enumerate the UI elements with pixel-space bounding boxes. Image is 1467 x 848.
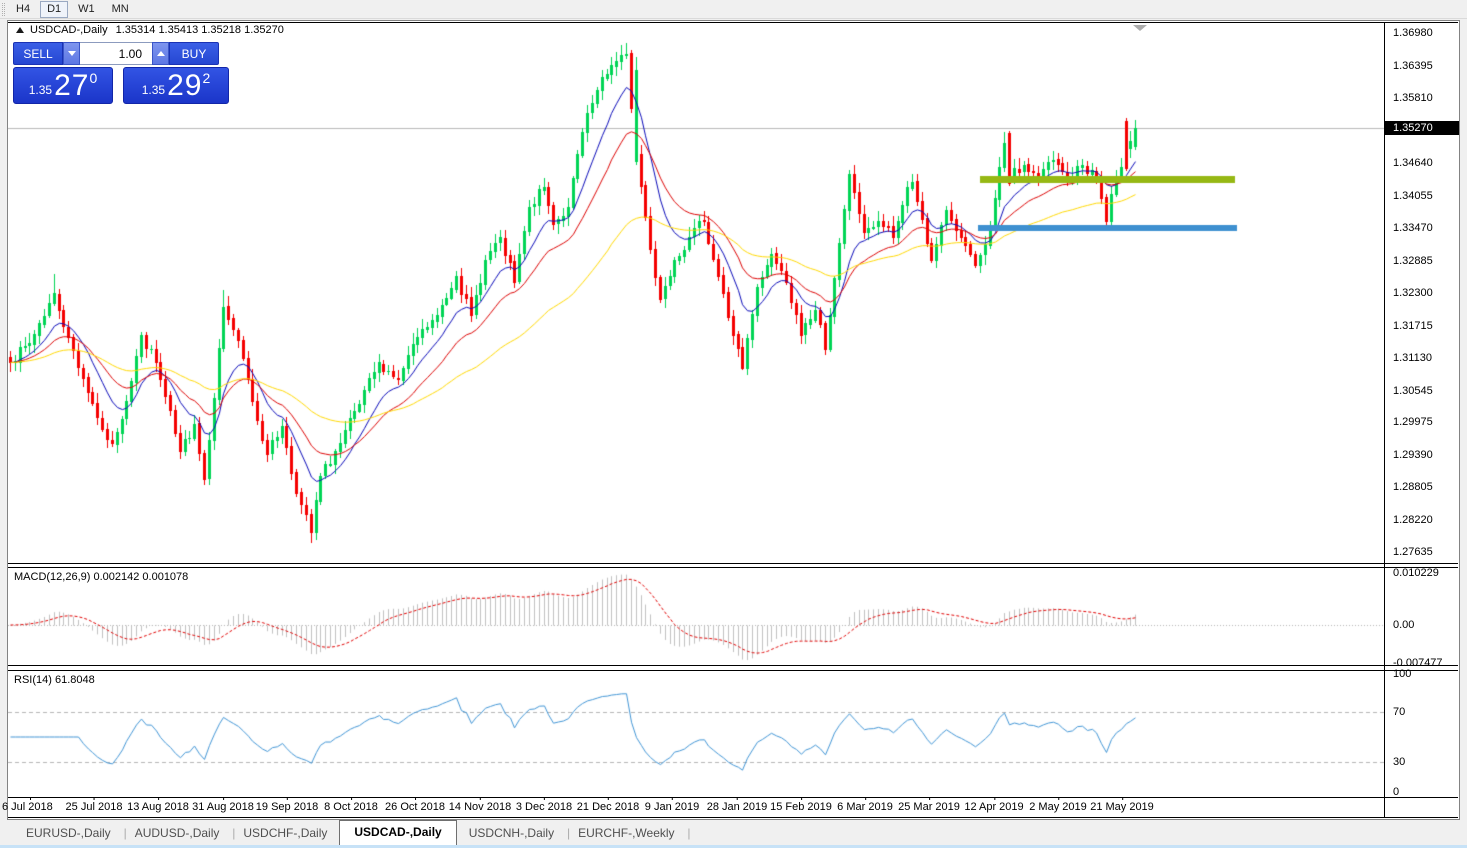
- toolbar-grip[interactable]: [2, 2, 5, 16]
- rsi-axis-label: 100: [1393, 668, 1457, 680]
- price-axis-label: 1.28805: [1393, 481, 1457, 493]
- price-axis-label: 1.31130: [1393, 352, 1457, 364]
- price-axis-label: 1.31715: [1393, 320, 1457, 332]
- rsi-axis-label: 70: [1393, 706, 1457, 718]
- price-axis-label: 1.33470: [1393, 222, 1457, 234]
- tab-usdcad-daily[interactable]: USDCAD-,Daily: [339, 820, 457, 845]
- collapse-trade-panel-icon[interactable]: [16, 27, 24, 33]
- sell-button[interactable]: SELL: [13, 42, 63, 65]
- tab-usdcnh-daily[interactable]: USDCNH-,Daily: [457, 822, 571, 845]
- chart-tab-bar: EURUSD-,Daily AUDUSD-,Daily USDCHF-,Dail…: [0, 820, 1467, 845]
- time-axis-label: 26 Oct 2018: [385, 797, 445, 813]
- sell-price-point: 0: [89, 70, 98, 86]
- buy-price-point: 2: [202, 70, 211, 86]
- sell-price-pips: 27: [54, 69, 90, 102]
- price-chart-canvas[interactable]: [8, 23, 1384, 563]
- time-axis-label: 6 Jul 2018: [2, 797, 53, 813]
- rsi-pane-bottom-frame: [8, 797, 1458, 798]
- time-axis-label: 2 May 2019: [1029, 797, 1087, 813]
- time-axis-label: 14 Nov 2018: [448, 797, 512, 813]
- macd-axis-label: 0.00: [1393, 619, 1457, 631]
- timeframe-toolbar: H4 D1 W1 MN: [0, 0, 1467, 19]
- time-axis-label: 28 Jan 2019: [706, 797, 768, 813]
- time-axis-label: 6 Mar 2019: [837, 797, 893, 813]
- macd-label: MACD(12,26,9) 0.002142 0.001078: [14, 571, 189, 583]
- time-axis-label: 25 Jul 2018: [65, 797, 123, 813]
- one-click-trade-panel: SELL BUY 1.35 27 0 1.35 29 2: [13, 42, 229, 104]
- price-axis-label: 1.28220: [1393, 514, 1457, 526]
- buy-price-prefix: 1.35: [141, 83, 166, 97]
- tab-usdchf-daily[interactable]: USDCHF-,Daily: [243, 826, 328, 840]
- timeframe-mn-button[interactable]: MN: [111, 2, 129, 15]
- rsi-axis-label: 30: [1393, 756, 1457, 768]
- buy-button[interactable]: BUY: [169, 42, 219, 65]
- time-axis-label: 3 Dec 2018: [515, 797, 573, 813]
- price-axis-label: 1.35810: [1393, 92, 1457, 104]
- price-axis-label: 1.29975: [1393, 416, 1457, 428]
- buy-price-pips: 29: [167, 69, 203, 102]
- tab-eurusd-daily[interactable]: EURUSD-,Daily: [14, 822, 126, 845]
- price-axis-label: 1.27635: [1393, 546, 1457, 558]
- chart-top-frame: [8, 22, 1458, 23]
- time-axis-label: 31 Aug 2018: [192, 797, 254, 813]
- symbol-title: USDCAD-,Daily: [30, 24, 108, 36]
- time-axis-label: 9 Jan 2019: [644, 797, 700, 813]
- timeframe-w1-button[interactable]: W1: [78, 2, 95, 15]
- price-axis-label: 1.34055: [1393, 190, 1457, 202]
- price-axis-label: 1.36395: [1393, 60, 1457, 72]
- window-bottom-edge: [0, 845, 1467, 848]
- chart-symbol-header: USDCAD-,Daily 1.35314 1.35413 1.35218 1.…: [16, 24, 284, 36]
- rsi-label: RSI(14) 61.8048: [14, 674, 95, 686]
- macd-indicator-canvas[interactable]: [8, 568, 1384, 664]
- rsi-indicator-canvas[interactable]: [8, 671, 1384, 797]
- timeframe-d1-button[interactable]: D1: [40, 0, 69, 18]
- price-axis-label: 1.30545: [1393, 385, 1457, 397]
- price-axis-label: 1.29390: [1393, 449, 1457, 461]
- main-pane-bottom-frame[interactable]: [8, 563, 1458, 564]
- time-axis-label: 15 Feb 2019: [770, 797, 832, 813]
- rsi-pane-top-frame[interactable]: [8, 670, 1458, 671]
- macd-axis-label: -0.007477: [1393, 657, 1457, 669]
- time-axis-label: 19 Sep 2018: [255, 797, 319, 813]
- price-axis-label: 1.32300: [1393, 287, 1457, 299]
- time-axis-label: 25 Mar 2019: [898, 797, 960, 813]
- tab-audusd-daily[interactable]: AUDUSD-,Daily: [123, 822, 235, 845]
- volume-decrease-button[interactable]: [63, 42, 80, 65]
- time-axis-bottom-frame: [8, 817, 1458, 818]
- time-axis-label: 13 Aug 2018: [127, 797, 189, 813]
- time-axis-label: 8 Oct 2018: [324, 797, 378, 813]
- ohlc-readout: 1.35314 1.35413 1.35218 1.35270: [115, 24, 284, 36]
- tab-eurchf-weekly[interactable]: EURCHF-,Weekly: [566, 822, 691, 845]
- price-axis-label: 1.36980: [1393, 27, 1457, 39]
- price-axis-label: 1.34640: [1393, 157, 1457, 169]
- arrow-down-icon: [67, 51, 76, 56]
- rsi-axis-label: 0: [1393, 786, 1457, 798]
- macd-pane-bottom-frame[interactable]: [8, 665, 1458, 666]
- sell-price-box[interactable]: 1.35 27 0: [13, 67, 113, 104]
- timeframe-h4-button[interactable]: H4: [16, 2, 31, 15]
- macd-pane-top-frame[interactable]: [8, 567, 1458, 568]
- volume-input[interactable]: [80, 42, 152, 65]
- volume-increase-button[interactable]: [152, 42, 169, 65]
- macd-axis-label: 0.010229: [1393, 567, 1457, 579]
- time-axis-label: 21 Dec 2018: [576, 797, 640, 813]
- time-axis-label: 12 Apr 2019: [964, 797, 1024, 813]
- price-axis-frame: [1384, 22, 1385, 818]
- chart-shift-marker-icon[interactable]: [1133, 25, 1147, 31]
- current-price-tag: 1.35270: [1384, 121, 1459, 135]
- sell-price-prefix: 1.35: [28, 83, 53, 97]
- price-axis-label: 1.32885: [1393, 255, 1457, 267]
- time-axis-label: 21 May 2019: [1090, 797, 1154, 813]
- buy-price-box[interactable]: 1.35 29 2: [123, 67, 229, 104]
- arrow-up-icon: [156, 51, 165, 56]
